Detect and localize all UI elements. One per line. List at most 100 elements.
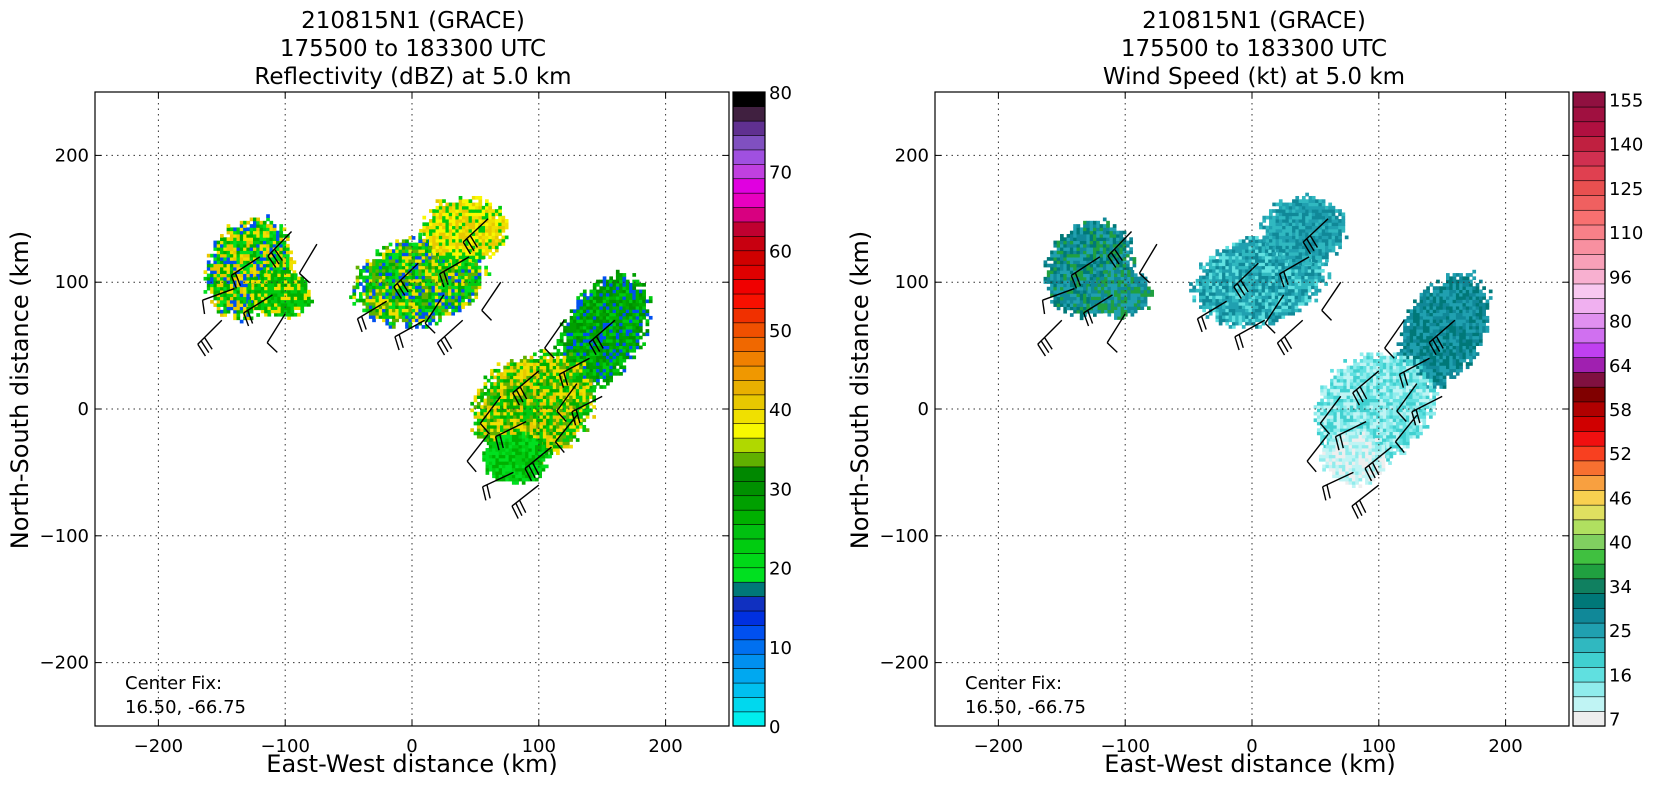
echo-cell	[279, 264, 283, 268]
echo-cell	[402, 295, 406, 299]
echo-cell	[1111, 310, 1115, 314]
reflectivity-axes-frame	[95, 92, 729, 726]
echo-cell	[540, 432, 544, 436]
echo-cell	[1225, 318, 1229, 322]
echo-cell	[455, 249, 459, 253]
echo-cell	[589, 392, 593, 396]
echo-cell	[438, 289, 442, 293]
echo-cell	[455, 203, 459, 207]
echo-cell	[613, 352, 617, 356]
echo-cell	[526, 372, 530, 376]
echo-cell	[1225, 249, 1229, 253]
echo-cell	[593, 296, 597, 300]
echo-cell	[422, 226, 426, 230]
echo-cell	[583, 336, 587, 340]
echo-cell	[274, 293, 278, 297]
echo-cell	[579, 372, 583, 376]
echo-cell	[1100, 244, 1104, 248]
echo-cell	[1104, 287, 1108, 291]
echo-cell	[213, 270, 217, 274]
echo-cell	[297, 277, 301, 281]
echo-cell	[509, 441, 513, 445]
echo-cell	[375, 259, 379, 263]
echo-cell	[606, 362, 610, 366]
echo-cell	[1131, 270, 1135, 274]
echo-cell	[223, 251, 227, 255]
echo-cell	[586, 399, 590, 403]
echo-cell	[441, 266, 445, 270]
echo-cell	[1080, 264, 1084, 268]
echo-cell	[646, 323, 650, 327]
echo-cell	[636, 313, 640, 317]
echo-cell	[616, 362, 620, 366]
echo-cell	[566, 432, 570, 436]
echo-cell	[402, 243, 406, 247]
echo-cell	[586, 379, 590, 383]
echo-cell	[439, 209, 443, 213]
echo-cell	[220, 283, 224, 287]
colorbar-swatch	[733, 308, 765, 323]
echo-cell	[512, 478, 516, 482]
echo-cell	[1126, 241, 1130, 245]
echo-cell	[603, 332, 607, 336]
echo-cell	[1123, 241, 1127, 245]
echo-cell	[626, 283, 630, 287]
echo-cell	[582, 395, 586, 399]
echo-cell	[213, 241, 217, 245]
echo-cell	[366, 285, 370, 289]
echo-cell	[261, 293, 265, 297]
echo-cell	[599, 355, 603, 359]
echo-cell	[500, 428, 504, 432]
echo-cell	[583, 355, 587, 359]
echo-cell	[573, 369, 577, 373]
echo-cell	[629, 299, 633, 303]
echo-cell	[1053, 251, 1057, 255]
echo-cell	[1053, 297, 1057, 301]
echo-cell	[389, 299, 393, 303]
echo-cell	[484, 385, 488, 389]
echo-cell	[1123, 231, 1127, 235]
echo-cell	[525, 455, 529, 459]
echo-cell	[408, 285, 412, 289]
echo-cell	[1124, 293, 1128, 297]
echo-cell	[500, 392, 504, 396]
echo-cell	[556, 376, 560, 380]
echo-cell	[1047, 270, 1051, 274]
echo-cell	[445, 289, 449, 293]
echo-cell	[277, 313, 281, 317]
echo-cell	[609, 372, 613, 376]
echo-cell	[603, 362, 607, 366]
echo-cell	[1077, 227, 1081, 231]
echo-cell	[263, 244, 267, 248]
echo-cell	[497, 412, 501, 416]
echo-cell	[389, 285, 393, 289]
echo-cell	[515, 461, 519, 465]
echo-cell	[432, 266, 436, 270]
echo-cell	[277, 303, 281, 307]
echo-cell	[546, 418, 550, 422]
echo-cell	[1060, 260, 1064, 264]
echo-cell	[576, 392, 580, 396]
echo-cell	[1053, 270, 1057, 274]
echo-cell	[1129, 247, 1133, 251]
echo-cell	[445, 203, 449, 207]
echo-cell	[385, 302, 389, 306]
echo-cell	[253, 267, 257, 271]
wind-barb	[512, 485, 539, 518]
echo-cell	[484, 399, 488, 403]
echo-cell	[452, 232, 456, 236]
colorbar-swatch	[733, 380, 765, 395]
echo-cell	[1086, 224, 1090, 228]
echo-cell	[233, 241, 237, 245]
echo-cell	[1124, 287, 1128, 291]
echo-cell	[613, 369, 617, 373]
echo-cell	[525, 461, 529, 465]
echo-cell	[543, 402, 547, 406]
echo-cell	[1063, 270, 1067, 274]
echo-cell	[487, 415, 491, 419]
echo-cell	[1100, 227, 1104, 231]
echo-cell	[402, 253, 406, 257]
echo-cell	[1121, 310, 1125, 314]
echo-cell	[399, 309, 403, 313]
echo-cell	[566, 336, 570, 340]
